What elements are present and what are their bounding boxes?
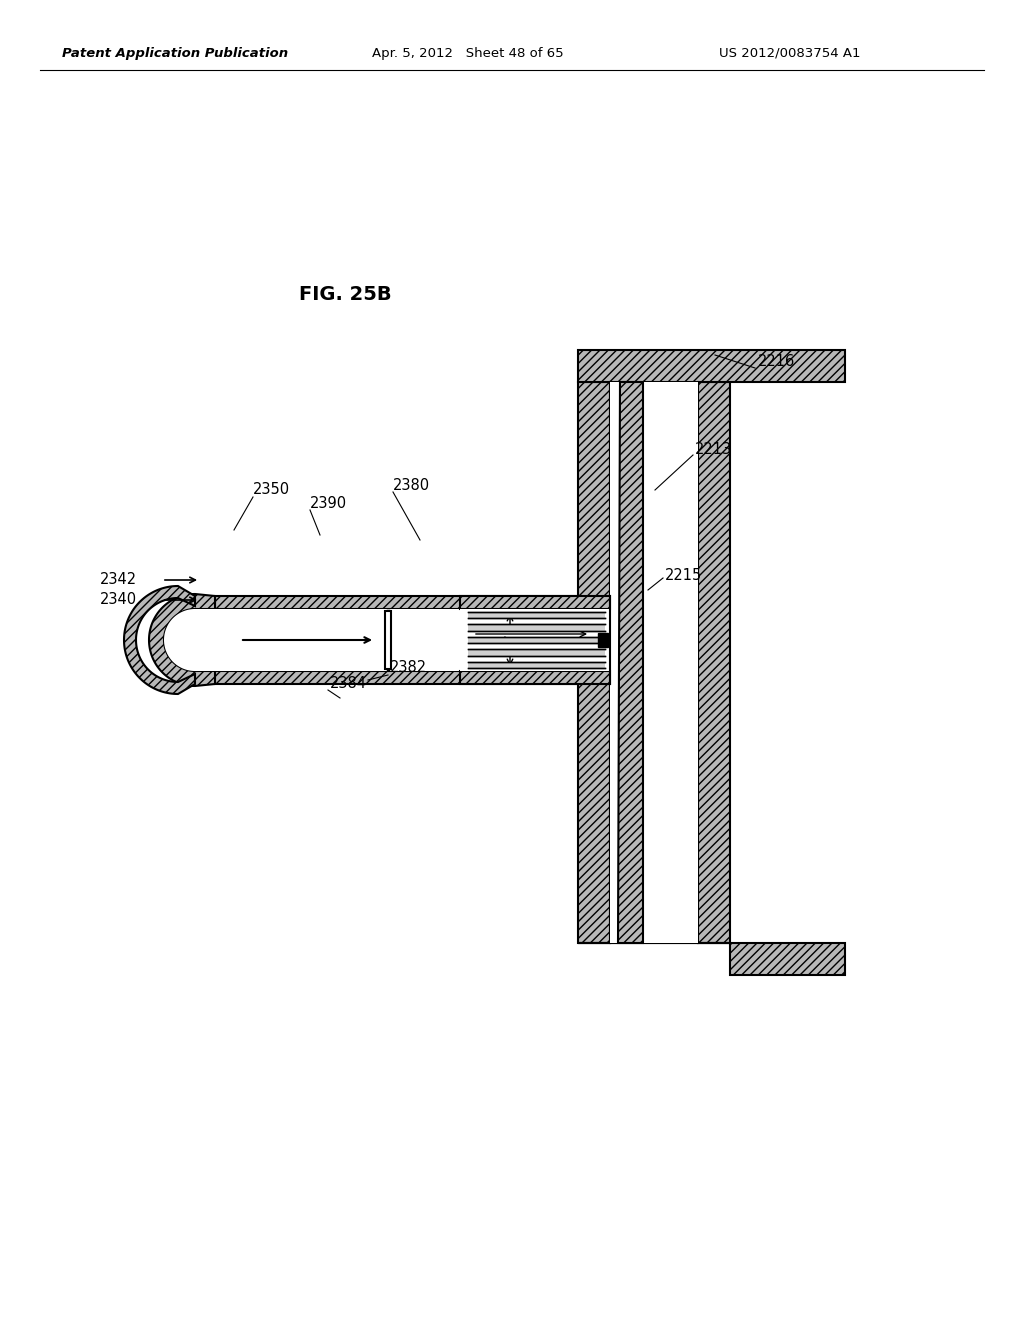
Text: 2380: 2380 xyxy=(393,478,430,492)
Bar xyxy=(468,624,605,631)
Text: 2340: 2340 xyxy=(100,593,137,607)
Bar xyxy=(610,381,620,942)
Text: 2216: 2216 xyxy=(758,355,796,370)
Polygon shape xyxy=(460,671,610,684)
Text: 2342: 2342 xyxy=(100,573,137,587)
Text: Patent Application Publication: Patent Application Publication xyxy=(61,46,288,59)
Text: 2390: 2390 xyxy=(310,495,347,511)
Text: US 2012/0083754 A1: US 2012/0083754 A1 xyxy=(719,46,861,59)
Bar xyxy=(385,611,391,669)
Text: 2350: 2350 xyxy=(253,483,290,498)
Polygon shape xyxy=(150,594,215,686)
Polygon shape xyxy=(578,350,845,381)
Polygon shape xyxy=(215,671,578,684)
Polygon shape xyxy=(578,942,845,975)
Polygon shape xyxy=(164,609,215,671)
Bar xyxy=(643,381,698,942)
Polygon shape xyxy=(460,597,610,609)
Bar xyxy=(215,609,578,671)
Text: 2215: 2215 xyxy=(665,568,702,582)
Bar xyxy=(468,612,605,618)
Bar xyxy=(598,634,608,647)
Polygon shape xyxy=(618,381,643,942)
Polygon shape xyxy=(215,597,578,609)
Bar xyxy=(610,381,698,942)
Bar xyxy=(468,636,605,643)
Polygon shape xyxy=(578,381,610,942)
Polygon shape xyxy=(698,381,730,942)
Text: 2382: 2382 xyxy=(390,660,427,676)
Bar xyxy=(460,609,610,671)
Text: FIG. 25B: FIG. 25B xyxy=(299,285,391,305)
Text: 2384: 2384 xyxy=(330,676,367,690)
Polygon shape xyxy=(124,586,195,694)
Bar xyxy=(468,649,605,656)
Text: 2213: 2213 xyxy=(695,442,732,458)
Bar xyxy=(468,661,605,668)
Text: Apr. 5, 2012   Sheet 48 of 65: Apr. 5, 2012 Sheet 48 of 65 xyxy=(372,46,564,59)
